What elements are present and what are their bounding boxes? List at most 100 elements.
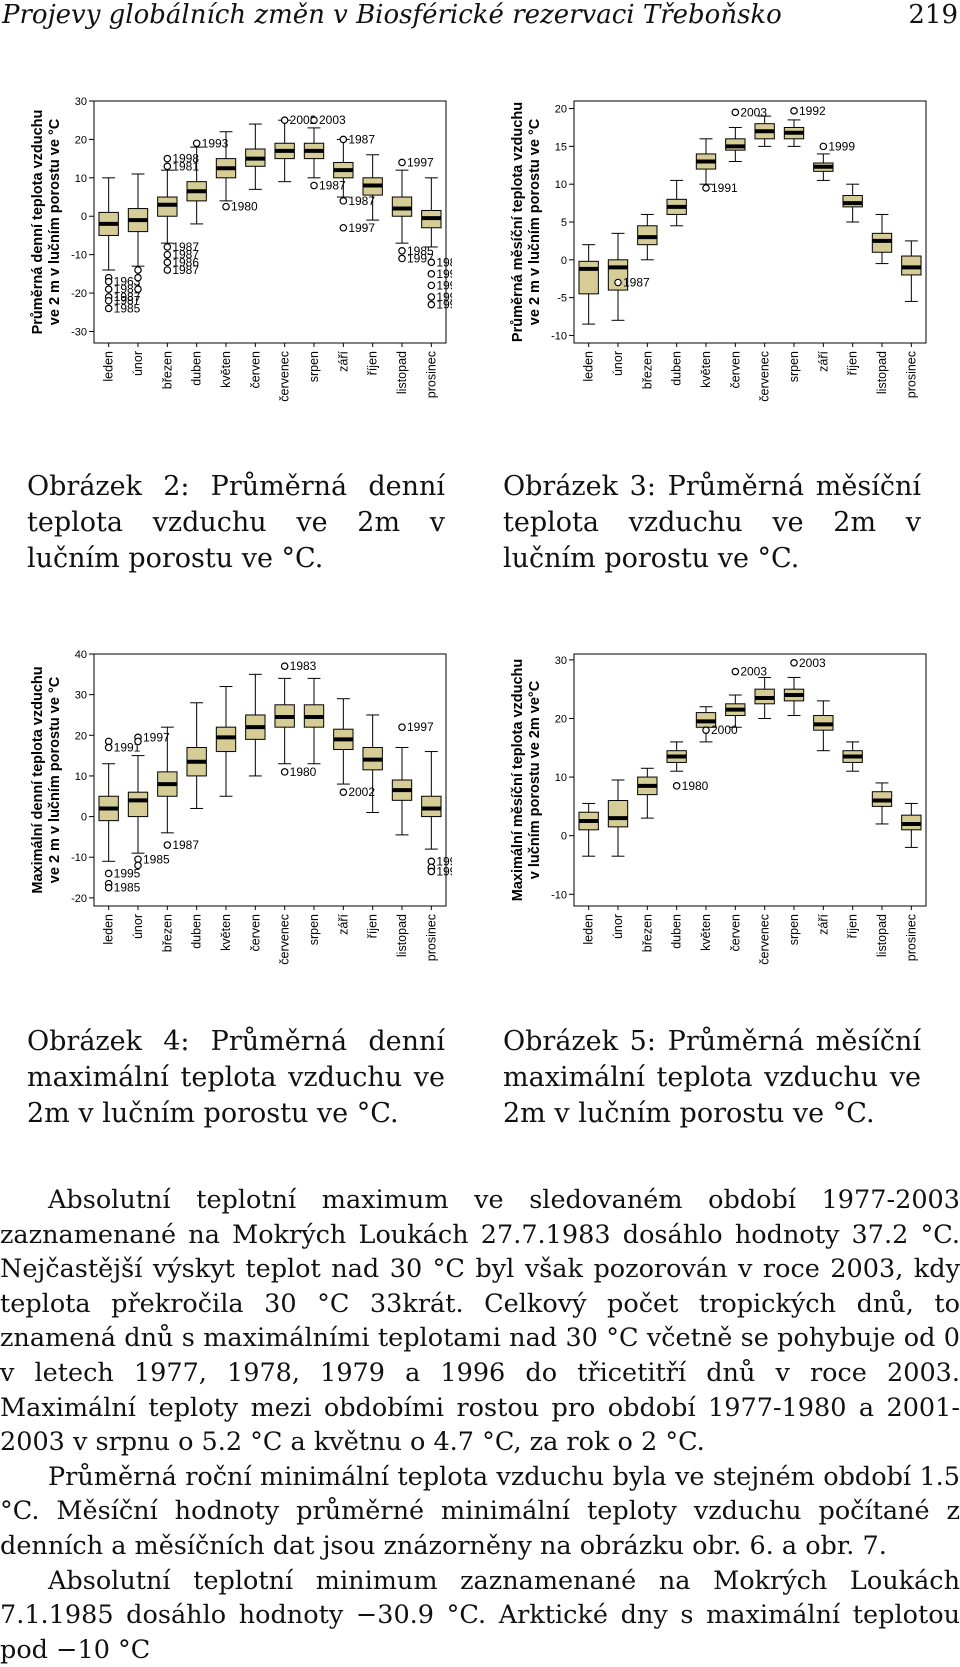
y-tick-label: 20 <box>555 104 567 116</box>
x-tick-label: duben <box>670 351 684 386</box>
outlier-point <box>339 197 348 205</box>
outlier-point <box>134 285 142 294</box>
outlier-label: 1980 <box>231 200 258 214</box>
outlier-label: 199 <box>436 298 452 312</box>
x-tick-label: listopad <box>395 914 409 957</box>
outlier-label: 2002 <box>348 785 375 799</box>
outlier-point <box>134 266 142 274</box>
y-tick-label: 10 <box>555 772 567 784</box>
box <box>127 791 149 818</box>
outlier-point <box>427 258 436 267</box>
x-tick-label: červenec <box>278 351 292 402</box>
x-tick-label: říjen <box>366 914 380 938</box>
x-tick-label: říjen <box>846 351 860 375</box>
x-tick-label: duben <box>190 914 204 949</box>
boxplot-chart-daily-max: Maximální denní teplota vzduchu ve 2 m v … <box>30 649 452 965</box>
boxplot-chart-monthly-mean: Průměrná měsíční teplota vzduchu ve 2 m v… <box>510 100 927 402</box>
paragraph-3: Absolutní teplotní minimum zaznamenané n… <box>0 1565 960 1665</box>
box <box>607 800 629 828</box>
x-tick-label: leden <box>102 351 116 382</box>
y-tick-label: 20 <box>75 134 87 146</box>
paragraph-1: Absolutní teplotní maximum ve sledovaném… <box>0 1185 960 1458</box>
y-tick-label: 40 <box>75 649 87 661</box>
outlier-label: 199 <box>436 267 452 281</box>
y-tick-label: 30 <box>75 690 87 702</box>
y-tick-label: -10 <box>551 889 567 901</box>
outlier-label: 1991 <box>711 181 738 195</box>
y-tick-label: -10 <box>71 852 87 864</box>
outlier-label: 2002 <box>290 113 317 127</box>
outlier-point <box>163 841 172 849</box>
figure-4-caption: Obrázek 4: Průměrná denní maximální tepl… <box>27 1026 445 1129</box>
outlier-label: 1991 <box>114 740 141 754</box>
outlier-label: 2003 <box>740 105 767 119</box>
x-tick-label: srpen <box>787 351 801 382</box>
x-tick-label: říjen <box>366 351 380 375</box>
x-tick-label: leden <box>102 914 116 945</box>
outlier-point <box>104 869 113 878</box>
outlier-point <box>163 266 172 274</box>
figure-5-caption: Obrázek 5: Průměrná měsíční maximální te… <box>503 1026 921 1129</box>
x-tick-label: srpen <box>307 914 321 945</box>
outlier-point <box>427 867 436 876</box>
box <box>421 795 442 818</box>
x-tick-label: prosinec <box>424 351 438 398</box>
y-tick-label: 30 <box>75 96 87 108</box>
x-tick-label: listopad <box>875 914 889 957</box>
outlier-label: 1987 <box>623 276 650 290</box>
y-tick-label: -10 <box>71 250 87 262</box>
y-tick-label: 10 <box>75 173 87 185</box>
x-tick-label: únor <box>611 914 625 939</box>
y-axis-label: Maximální měsíční teplota vzduchu <box>510 659 526 902</box>
y-axis-label: Maximální denní teplota vzduchu <box>30 666 46 893</box>
outlier-point <box>134 273 142 282</box>
y-tick-label: 10 <box>75 771 87 783</box>
y-axis-label: ve 2 m v lučním porostu ve °C <box>527 118 543 325</box>
outlier-point <box>163 154 172 163</box>
y-axis-label: Průměrná měsíční teplota vzduchu <box>510 102 526 342</box>
x-tick-label: září <box>336 913 350 934</box>
outlier-label: 1987 <box>114 282 141 296</box>
outlier-label: 2003 <box>319 113 346 127</box>
figure-2-caption: Obrázek 2: Průměrná denní teplota vzduch… <box>27 471 445 574</box>
outlier-point <box>104 285 113 294</box>
x-tick-label: srpen <box>307 351 321 382</box>
running-header: Projevy globálních změn v Biosférické re… <box>0 0 960 40</box>
box <box>578 260 599 295</box>
outlier-label: 1997 <box>348 221 375 235</box>
x-tick-label: květen <box>219 351 233 388</box>
outlier-point <box>104 296 113 305</box>
y-tick-label: 20 <box>555 713 567 725</box>
figure-5: Maximální měsíční teplota vzduchu v luční… <box>508 648 932 978</box>
outlier-label: 1981 <box>172 159 199 173</box>
outlier-label: 1997 <box>407 720 434 734</box>
outlier-point <box>280 116 289 125</box>
box <box>215 726 237 753</box>
x-tick-label: květen <box>219 914 233 951</box>
y-tick-label: 0 <box>81 812 87 824</box>
plot-frame <box>573 653 927 907</box>
y-axis-label: v lučním porostu ve 2m ve°C <box>527 680 543 879</box>
outlier-point <box>398 254 406 263</box>
x-tick-label: červen <box>728 351 742 389</box>
y-tick-label: 30 <box>555 655 567 667</box>
outlier-label: 1987 <box>172 838 199 852</box>
outlier-label: 1999 <box>828 139 855 153</box>
figure-2: Průměrná denní teplota vzduchu ve 2 m v l… <box>28 95 452 415</box>
outlier-point <box>310 116 318 125</box>
plot-frame <box>93 100 447 344</box>
y-tick-label: 0 <box>81 211 87 223</box>
outlier-label: 1985 <box>407 244 434 258</box>
outlier-point <box>104 743 113 752</box>
x-tick-label: březen <box>640 351 654 389</box>
running-title: Projevy globálních změn v Biosférické re… <box>2 0 782 30</box>
outlier-point <box>104 277 113 286</box>
outlier-point <box>134 855 142 864</box>
x-tick-label: leden <box>582 351 596 382</box>
x-tick-label: listopad <box>875 351 889 394</box>
outlier-point <box>790 658 798 667</box>
outlier-point <box>134 737 142 746</box>
outlier-point <box>731 108 740 117</box>
y-tick-label: 20 <box>75 730 87 742</box>
x-tick-label: červen <box>728 914 742 952</box>
